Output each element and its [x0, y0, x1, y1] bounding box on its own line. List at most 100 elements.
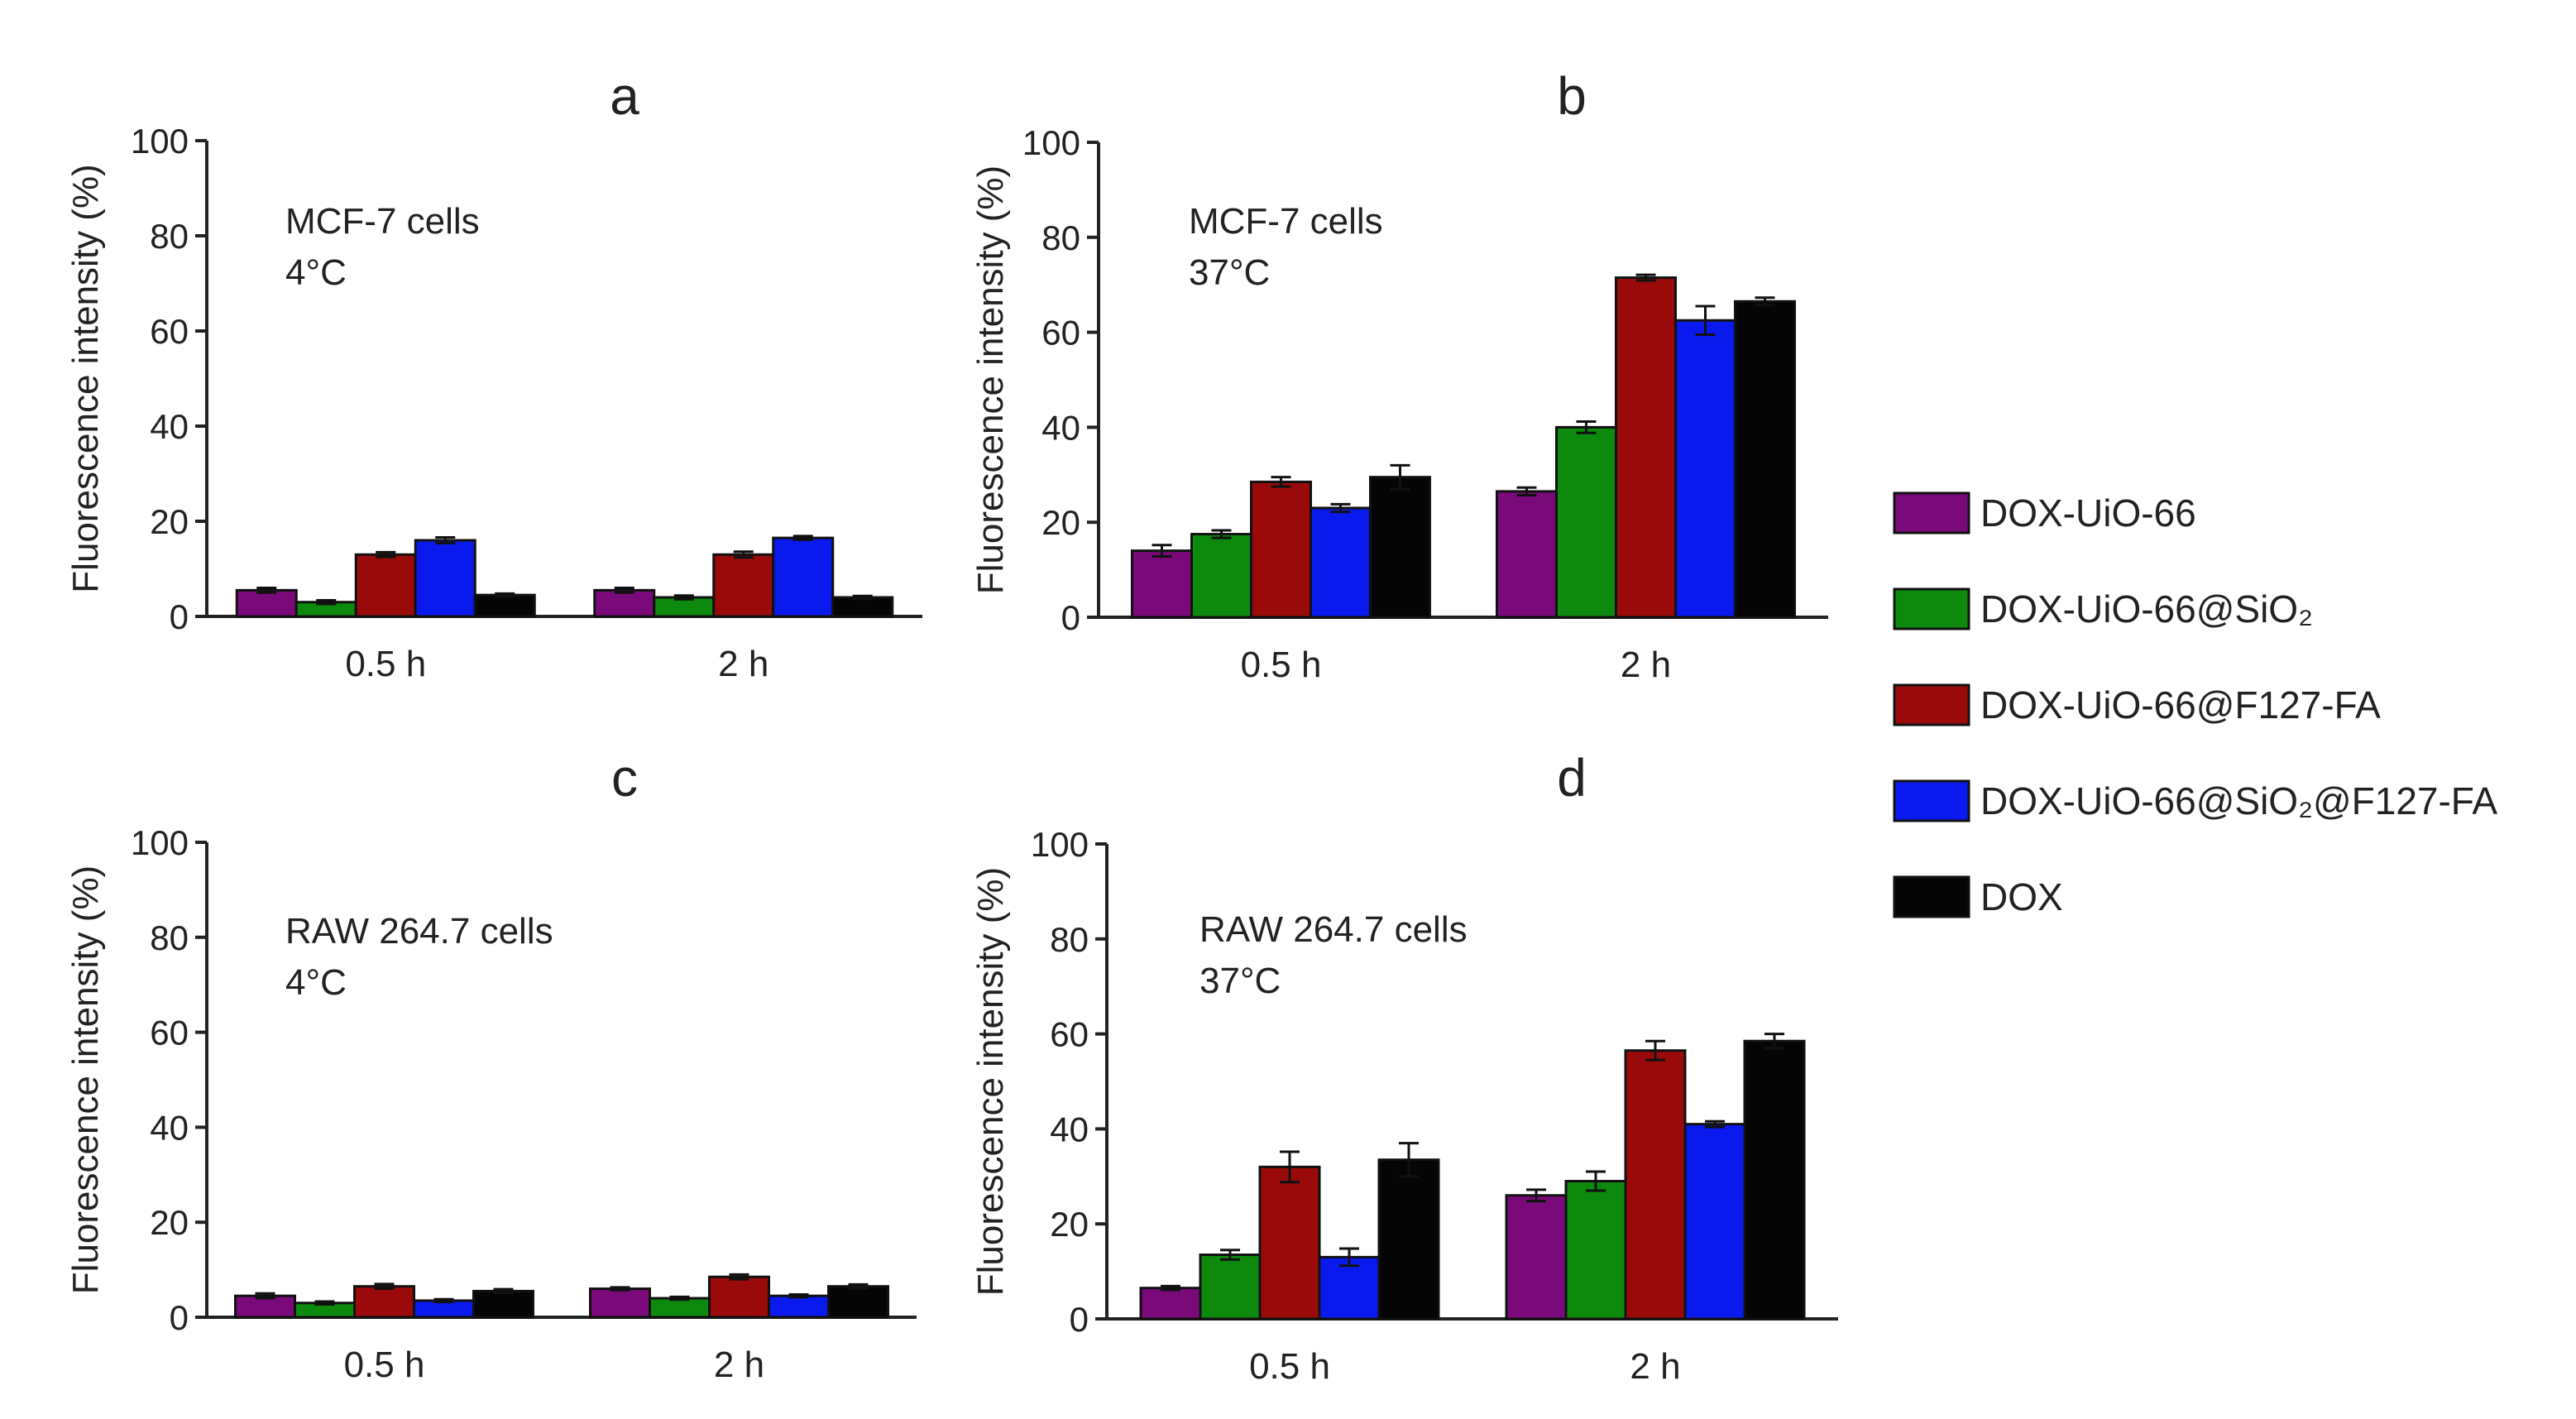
bar	[1505, 1194, 1568, 1321]
y-tick-label: 40	[150, 1108, 189, 1147]
y-tick-label: 100	[1022, 123, 1080, 162]
y-tick-label: 80	[150, 918, 189, 957]
panel-annotation: 4°C	[285, 962, 347, 1003]
y-tick-label: 100	[131, 122, 189, 161]
panel-annotation: RAW 264.7 cells	[285, 911, 553, 952]
bar	[712, 553, 775, 618]
bar	[1743, 1039, 1806, 1321]
bar	[708, 1275, 770, 1319]
bar	[1624, 1049, 1687, 1321]
y-tick-label: 60	[150, 312, 189, 351]
y-tick-label: 0	[1070, 1300, 1089, 1339]
y-tick-label: 20	[150, 502, 189, 541]
x-category-label: 2 h	[1630, 1346, 1680, 1387]
chart-panel-a: a 0 20 40 60 80 100 Fluorescence intensity (%) M…	[65, 66, 922, 684]
bar	[1318, 1255, 1381, 1321]
bar	[1377, 1158, 1440, 1321]
x-category-label: 0.5 h	[1249, 1346, 1330, 1387]
panel-annotation: MCF-7 cells	[285, 201, 480, 242]
bar	[1555, 425, 1617, 619]
y-tick-label: 60	[150, 1014, 189, 1052]
y-tick-label: 60	[1041, 314, 1080, 352]
x-category-label: 2 h	[718, 644, 768, 684]
y-tick-label: 40	[1041, 408, 1080, 447]
bar	[1734, 300, 1796, 619]
y-tick-label: 80	[150, 217, 189, 256]
y-tick-label: 80	[1050, 920, 1089, 959]
bar	[1310, 506, 1372, 619]
x-category-label: 0.5 h	[1241, 645, 1322, 685]
legend-swatch	[1893, 683, 1970, 726]
y-tick-label: 100	[131, 823, 189, 862]
y-tick-label: 40	[1050, 1110, 1089, 1148]
legend-label: DOX	[1980, 875, 2063, 918]
legend-swatch	[1893, 587, 1970, 630]
legend-item: DOX-UiO-66	[1893, 491, 2196, 535]
panel-annotation: 37°C	[1189, 252, 1270, 293]
legend-item: DOX	[1893, 875, 2063, 918]
bar	[1258, 1165, 1321, 1321]
panel-letter: a	[610, 66, 639, 126]
panel-annotation: MCF-7 cells	[1189, 201, 1383, 242]
legend-label: DOX-UiO-66@SiO₂@F127-FA	[1980, 779, 2497, 822]
legend-label: DOX-UiO-66@SiO₂	[1980, 587, 2313, 630]
y-tick-label: 100	[1031, 825, 1089, 864]
legend: DOX-UiO-66 DOX-UiO-66@SiO₂ DOX-UiO-66@F127…	[1893, 491, 2497, 918]
legend-label: DOX-UiO-66	[1980, 491, 2196, 535]
bar	[473, 593, 536, 618]
panel-annotation: 37°C	[1199, 961, 1281, 1001]
legend-item: DOX-UiO-66@SiO₂@F127-FA	[1893, 779, 2497, 822]
bar	[593, 588, 656, 618]
bar	[1190, 533, 1252, 619]
y-tick-label: 0	[170, 1298, 189, 1337]
panel-annotation: RAW 264.7 cells	[1199, 909, 1468, 950]
bar	[1496, 490, 1558, 619]
y-axis-title: Fluorescence intensity (%)	[970, 165, 1011, 594]
bar	[772, 536, 835, 618]
bar	[354, 553, 417, 618]
legend-item: DOX-UiO-66@F127-FA	[1893, 683, 2381, 726]
x-category-label: 2 h	[714, 1345, 764, 1385]
x-category-label: 2 h	[1621, 645, 1671, 685]
panel-letter: d	[1557, 748, 1587, 808]
bar	[827, 1285, 889, 1319]
bar	[1131, 549, 1193, 619]
chart-panel-b: b 0 20 40 60 80 100 Fluorescence intensity (%) M…	[970, 66, 1828, 685]
panel-letter: c	[611, 748, 638, 808]
bar	[235, 588, 298, 618]
chart-panel-d: d 0 20 40 60 80 100 Fluorescence intensity (%) R…	[970, 748, 1838, 1387]
y-tick-label: 20	[1041, 503, 1080, 542]
bar	[1199, 1254, 1262, 1321]
panel-annotation: 4°C	[285, 252, 347, 293]
bar	[1250, 480, 1312, 619]
bar	[472, 1289, 534, 1319]
x-category-label: 0.5 h	[344, 1345, 425, 1385]
legend-swatch	[1893, 875, 1970, 918]
y-tick-label: 40	[150, 407, 189, 446]
bar	[649, 1297, 711, 1319]
bar	[1615, 276, 1677, 619]
y-axis-title: Fluorescence intensity (%)	[65, 164, 106, 592]
y-tick-label: 0	[170, 597, 189, 636]
bar	[589, 1287, 651, 1319]
legend-label: DOX-UiO-66@F127-FA	[1980, 683, 2381, 726]
y-axis-title: Fluorescence intensity (%)	[970, 867, 1011, 1296]
chart-panel-c: c 0 20 40 60 80 100 Fluorescence intensity (%) R…	[65, 748, 917, 1385]
legend-swatch	[1893, 779, 1970, 822]
bar	[831, 596, 894, 618]
x-category-label: 0.5 h	[345, 644, 426, 684]
legend-swatch	[1893, 491, 1970, 535]
y-tick-label: 60	[1050, 1015, 1089, 1054]
legend-item: DOX-UiO-66@SiO₂	[1893, 587, 2313, 630]
y-tick-label: 20	[1050, 1205, 1089, 1244]
bar	[1139, 1287, 1202, 1321]
bar	[414, 539, 476, 618]
panel-letter: b	[1557, 66, 1587, 126]
bar	[768, 1294, 830, 1319]
y-axis-title: Fluorescence intensity (%)	[65, 865, 106, 1294]
bar	[1564, 1180, 1627, 1321]
bar	[1683, 1123, 1746, 1321]
bar	[1369, 476, 1431, 619]
y-tick-label: 20	[150, 1203, 189, 1242]
